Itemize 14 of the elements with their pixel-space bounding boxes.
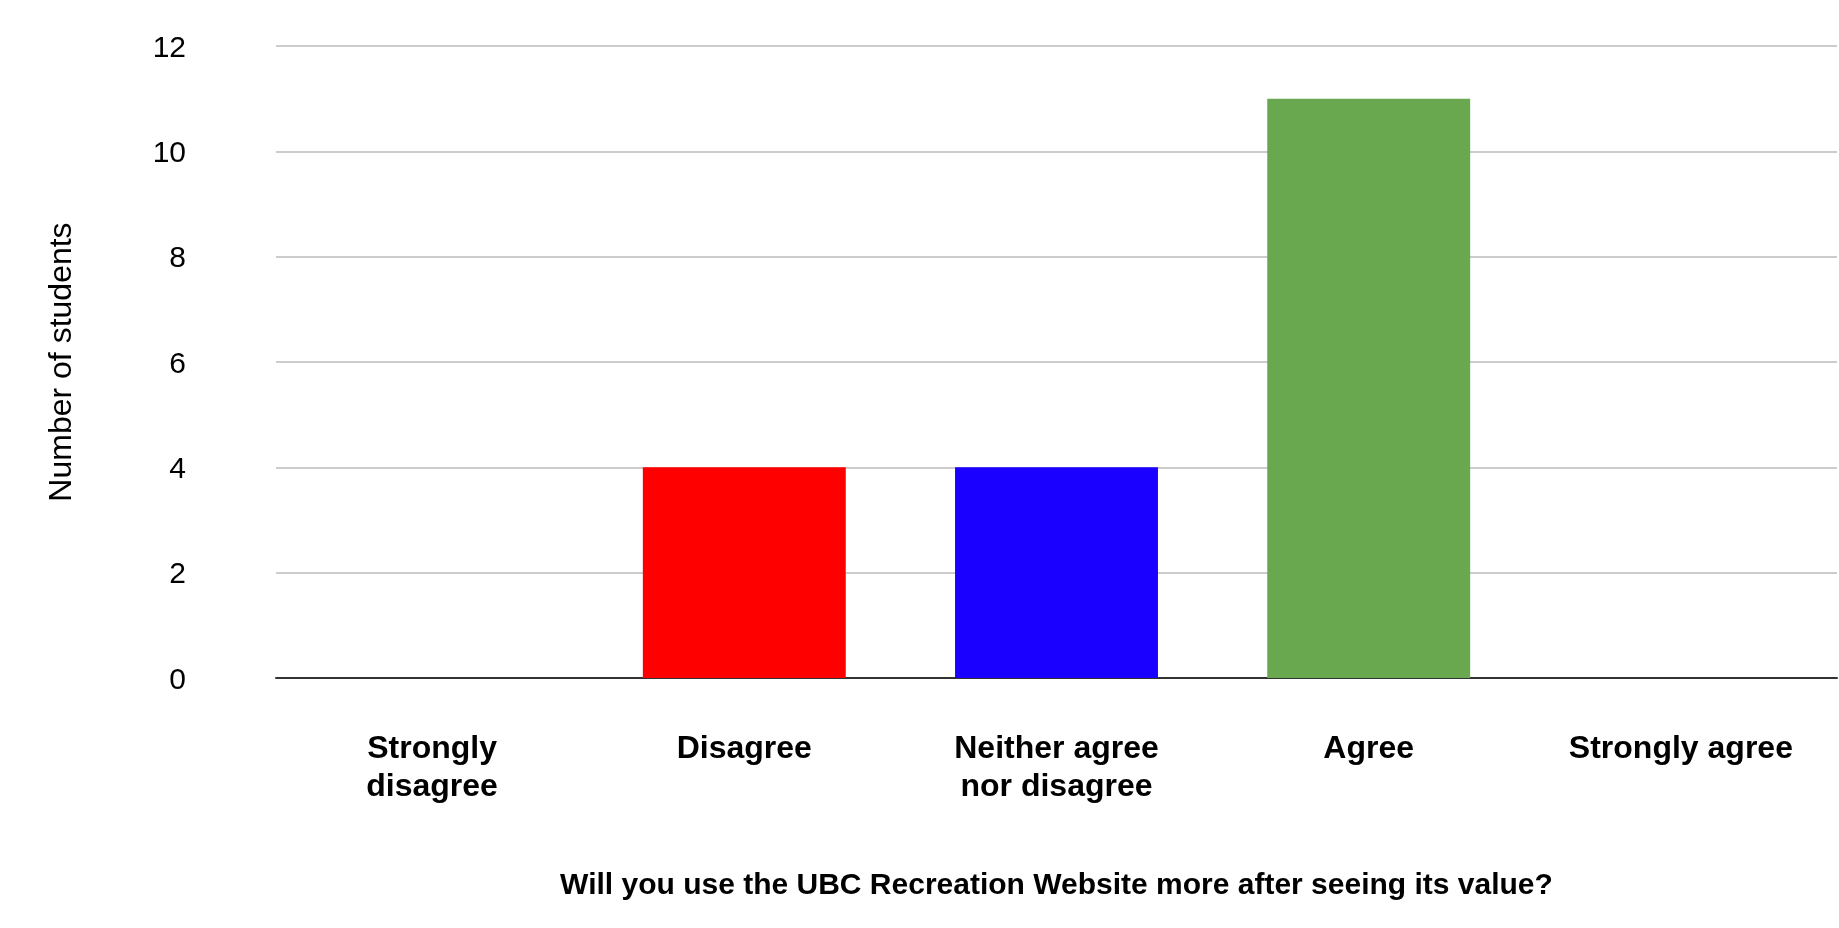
y-tick-label: 8: [169, 240, 186, 274]
x-tick-label: Strongly agree: [1568, 729, 1793, 765]
y-tick-label: 4: [169, 450, 186, 484]
y-tick-label: 2: [169, 556, 186, 590]
x-tick-label: Disagree: [676, 729, 812, 765]
y-tick-label: 12: [152, 29, 186, 63]
x-tick-label: Agree: [1323, 729, 1415, 765]
y-tick-label: 6: [169, 345, 186, 379]
y-axis-title: Number of students: [42, 222, 78, 502]
y-tick-label: 10: [152, 134, 186, 168]
x-tick-label: Neither agree nor disagree: [954, 729, 1159, 803]
y-tick-label: 0: [169, 661, 186, 695]
x-tick-label: Strongly disagree: [366, 729, 498, 803]
x-axis-title: Will you use the UBC Recreation Website more after seeing its value?: [560, 866, 1553, 900]
